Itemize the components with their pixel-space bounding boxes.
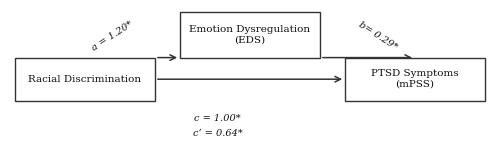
FancyBboxPatch shape	[345, 58, 485, 101]
Text: Racial Discrimination: Racial Discrimination	[28, 75, 142, 84]
Text: a = 1.20*: a = 1.20*	[90, 19, 134, 53]
Text: c = 1.00*: c = 1.00*	[194, 114, 241, 123]
Text: b= 0.29*: b= 0.29*	[356, 20, 399, 52]
Text: c’ = 0.64*: c’ = 0.64*	[192, 129, 242, 138]
FancyBboxPatch shape	[180, 12, 320, 58]
Text: PTSD Symptoms
(mPSS): PTSD Symptoms (mPSS)	[371, 70, 459, 89]
FancyBboxPatch shape	[15, 58, 155, 101]
Text: Emotion Dysregulation
(EDS): Emotion Dysregulation (EDS)	[190, 25, 310, 44]
